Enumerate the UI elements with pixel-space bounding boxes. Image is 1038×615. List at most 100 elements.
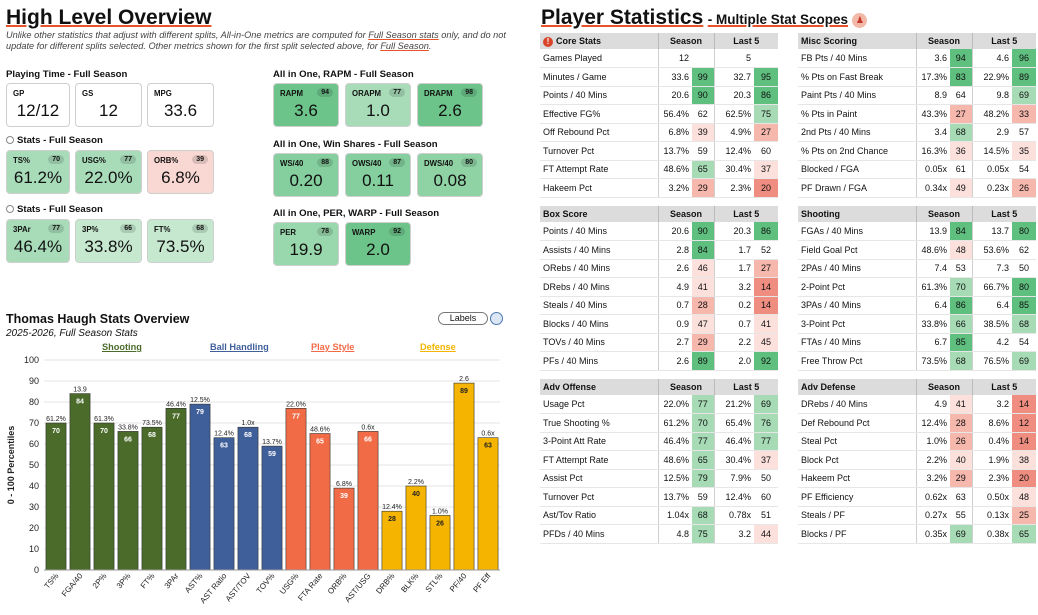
bar-percentile-label: 66 (124, 436, 132, 443)
stats-section-title: Stats - Full Season (6, 135, 103, 146)
season-column-header: Season (915, 33, 973, 49)
radio-icon[interactable] (6, 136, 14, 144)
bar (309, 433, 331, 571)
season-percentile: 61 (950, 160, 973, 179)
bar (333, 487, 355, 571)
card-value: 0.20 (289, 171, 323, 190)
card-value: 2.0 (366, 240, 390, 259)
last5-percentile: 20 (754, 178, 779, 198)
rapm-title: All in One, RAPM - Full Season (273, 69, 414, 80)
radio-icon[interactable] (6, 205, 14, 213)
card-value: 1.0 (366, 101, 390, 120)
x-tick-label: TOV% (255, 572, 277, 596)
last5-value: 12.4% (713, 141, 755, 161)
x-tick-label: AST/TOV (224, 571, 253, 603)
last5-percentile: 69 (1012, 351, 1037, 371)
bar-percentile-label: 28 (388, 516, 396, 523)
stats-section-title: Stats - Full Season (6, 204, 103, 215)
ws40-card: WS/40 88 0.20 (273, 153, 339, 197)
season-value: 2.8 (657, 240, 692, 260)
table-row: PFs / 40 Mins 2.6 89 2.0 92 (540, 351, 779, 371)
bar (285, 407, 307, 571)
stat-name: FTAs / 40 Mins (798, 333, 916, 352)
table-row: PF Efficiency 0.62x 63 0.50x 48 (798, 487, 1037, 507)
stat-name: Assists / 40 Mins (540, 240, 658, 260)
last5-value: 0.13x (971, 506, 1013, 525)
bar-data-label: 12.4% (382, 504, 402, 511)
last5-value: 7.3 (971, 259, 1013, 278)
last5-percentile: 76 (754, 413, 779, 433)
advoff-table: Adv Offense Season Last 5 Usage Pct 22.0% 77 2… (540, 379, 779, 544)
last5-percentile: 86 (754, 86, 779, 105)
person-icon[interactable]: ♟ (852, 13, 868, 28)
y-axis-label: 0 - 100 Percentiles (6, 426, 16, 505)
season-percentile: 28 (692, 296, 715, 315)
last5-value: 20.3 (713, 222, 755, 241)
bar (117, 431, 139, 571)
box-table: Box Score Season Last 5 Points / 40 Mins 20.… (540, 206, 779, 371)
table-row: DRebs / 40 Mins 4.9 41 3.2 14 (540, 277, 779, 297)
last5-value: 76.5% (971, 351, 1013, 371)
misc-table: Misc Scoring Season Last 5 FB Pts / 40 Mins… (798, 33, 1037, 198)
ows40-card: OWS/40 87 0.11 (345, 153, 411, 197)
season-value: 0.27x (915, 506, 950, 525)
alert-icon: ! (543, 36, 553, 47)
bar-data-label: 1.0% (432, 508, 448, 515)
table-row: Games Played 12 5 (540, 49, 779, 68)
note-text: Unlike other statistics that adjust with… (6, 30, 369, 40)
season-value: 20.6 (657, 86, 692, 105)
table-row: Block Pct 2.2% 40 1.9% 38 (798, 450, 1037, 470)
stat-name: FT Attempt Rate (540, 160, 658, 179)
last5-value: 21.2% (713, 395, 755, 414)
last5-percentile: 69 (1012, 86, 1037, 105)
season-percentile: 26 (950, 432, 973, 451)
bar-data-label: 61.3% (94, 416, 114, 423)
season-value: 61.2% (657, 413, 692, 433)
season-value: 1.0% (915, 432, 950, 451)
card-value: 0.11 (362, 171, 394, 190)
stat-name: PF Drawn / FGA (798, 178, 916, 198)
season-value: 33.6 (657, 67, 692, 87)
y-tick-label: 10 (29, 544, 39, 554)
last5-value: 13.7 (971, 222, 1013, 241)
last5-percentile: 37 (754, 450, 779, 470)
card-value: 12/12 (16, 101, 60, 120)
last5-percentile: 51 (754, 506, 779, 525)
last5-percentile: 65 (1012, 524, 1037, 544)
labels-toggle-button[interactable]: Labels (438, 312, 488, 325)
last5-value: 2.0 (713, 351, 755, 371)
bar (213, 437, 235, 571)
last5-column-header: Last 5 (713, 379, 779, 395)
subtitle-text: Multiple Stat Scopes (715, 12, 848, 27)
season-percentile: 28 (950, 413, 973, 433)
bar-data-label: 12.4% (214, 431, 234, 438)
stat-name: Minutes / Game (540, 67, 658, 87)
season-value: 2.2% (915, 450, 950, 470)
table-title-text: Shooting (801, 209, 840, 219)
percentile-badge: 68 (192, 224, 208, 233)
last5-percentile: 44 (754, 524, 779, 544)
last5-percentile: 38 (1012, 450, 1037, 470)
stat-name: Points / 40 Mins (540, 86, 658, 105)
labels-toggle-switch[interactable] (490, 312, 503, 325)
x-tick-label: 3PAr (163, 571, 181, 590)
bar-data-label: 13.9 (73, 387, 87, 394)
season-value: 22.0% (657, 395, 692, 414)
last5-value: 0.50x (971, 487, 1013, 507)
bar-data-label: 33.8% (118, 424, 138, 431)
table-row: ORebs / 40 Mins 2.6 46 1.7 27 (540, 259, 779, 278)
bar-data-label: 0.6x (481, 431, 495, 438)
last5-percentile: 80 (1012, 277, 1037, 297)
table-row: FB Pts / 40 Mins 3.6 94 4.6 96 (798, 49, 1037, 68)
last5-percentile: 50 (1012, 259, 1037, 278)
season-percentile: 41 (692, 277, 715, 297)
season-percentile: 86 (950, 296, 973, 315)
last5-percentile: 33 (1012, 104, 1037, 124)
table-title: Adv Offense (540, 379, 658, 395)
bar-data-label: 2.2% (408, 479, 424, 486)
last5-value: 30.4% (713, 160, 755, 179)
stat-name: Steals / 40 Mins (540, 296, 658, 315)
stat-name: % Pts in Paint (798, 104, 916, 124)
x-tick-label: ORB% (326, 572, 349, 597)
table-title: Shooting (798, 206, 916, 222)
